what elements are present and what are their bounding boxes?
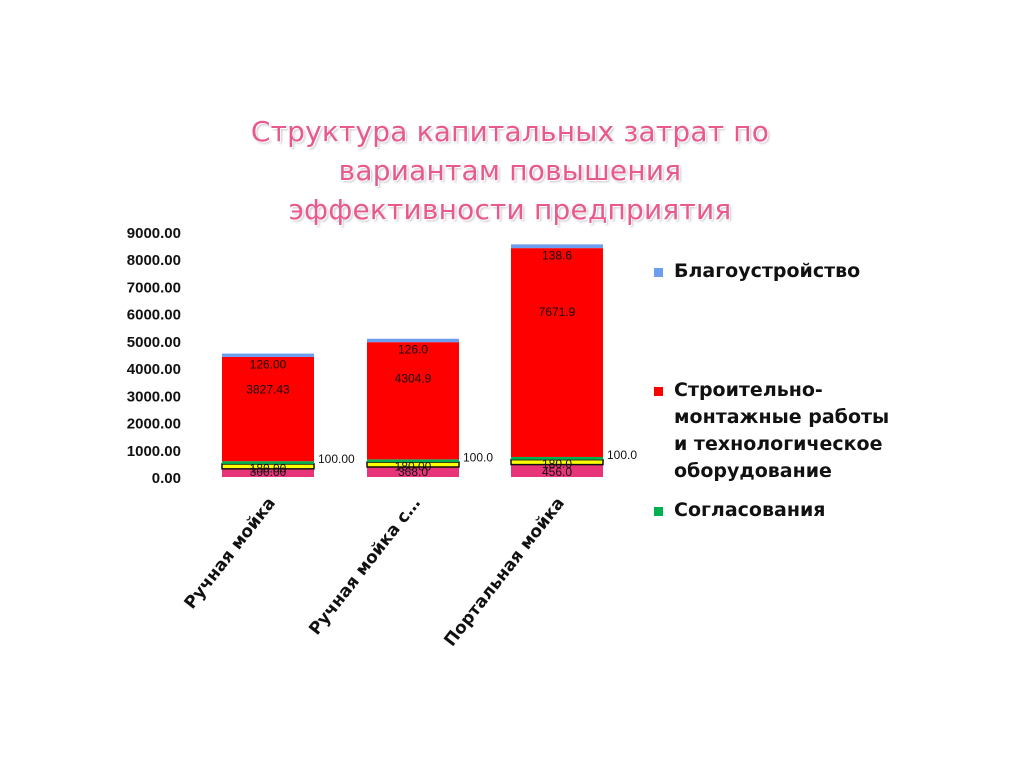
data-label-soglas: 100.0 bbox=[463, 450, 493, 464]
bar-segment-soglas bbox=[511, 456, 603, 460]
y-tick-label: 7000.00 bbox=[127, 279, 181, 296]
data-label-soglas: 100.00 bbox=[318, 452, 355, 466]
data-label-yellow: 180.00 bbox=[250, 461, 287, 475]
bar-segment-base bbox=[367, 466, 459, 477]
bar-segment-base bbox=[511, 464, 603, 477]
x-category-label: Портальная мойка bbox=[440, 494, 569, 651]
data-label-base: 456.0 bbox=[542, 465, 572, 479]
legend-swatch-smr bbox=[654, 387, 663, 396]
legend-swatch-soglas bbox=[654, 507, 663, 516]
bar-segment-blago bbox=[222, 353, 314, 358]
y-tick-label: 0.00 bbox=[152, 470, 181, 487]
y-tick-label: 5000.00 bbox=[127, 334, 181, 351]
bar-segment-smr bbox=[367, 342, 459, 460]
x-category-label: Ручная мойка bbox=[181, 494, 280, 613]
data-label-smr: 4304.9 bbox=[395, 371, 432, 385]
data-label-smr: 7671.9 bbox=[539, 305, 576, 319]
legend-swatch-blago bbox=[654, 268, 663, 277]
y-tick-label: 2000.00 bbox=[127, 416, 181, 433]
bar-segment-blago bbox=[367, 338, 459, 343]
y-tick-label: 4000.00 bbox=[127, 361, 181, 378]
legend-label-smr-line-1: Строительно- bbox=[674, 379, 823, 401]
x-axis: Ручная мойка Ручная мойка с… Портальная мо… bbox=[181, 494, 569, 651]
data-label-soglas: 100.0 bbox=[607, 448, 637, 462]
chart-title-line-2: вариантам повышения bbox=[338, 154, 682, 187]
bar-segment-base bbox=[222, 468, 314, 477]
bar-segment-blago bbox=[511, 244, 603, 249]
y-axis: 0.00 1000.00 2000.00 3000.00 4000.00 5000.00 6… bbox=[127, 225, 181, 487]
bar-segment-soglas bbox=[367, 459, 459, 463]
bars bbox=[221, 244, 604, 477]
data-label-smr: 3827.43 bbox=[246, 382, 290, 396]
chart-title-line-1: Структура капитальных затрат по bbox=[250, 115, 770, 148]
y-tick-label: 6000.00 bbox=[127, 307, 181, 324]
data-label-blago: 138.6 bbox=[542, 248, 572, 262]
y-tick-label: 1000.00 bbox=[127, 443, 181, 460]
y-tick-label: 9000.00 bbox=[127, 225, 181, 242]
legend-label-smr-line-2: монтажные работы bbox=[674, 406, 890, 428]
data-labels: 300.00180.00100.003827.43126.00368.0180.… bbox=[246, 248, 637, 479]
legend-label-smr-line-4: оборудование bbox=[674, 460, 832, 482]
data-label-blago: 126.0 bbox=[398, 343, 428, 357]
data-label-yellow: 180.0 bbox=[542, 457, 572, 471]
data-label-yellow: 180.00 bbox=[395, 460, 432, 474]
legend-label-soglas: Согласования bbox=[674, 499, 826, 521]
chart-title: Структура капитальных затрат по варианта… bbox=[200, 112, 820, 229]
chart-title-line-3: эффективности предприятия bbox=[288, 193, 732, 226]
bar-segment-smr bbox=[222, 357, 314, 462]
bar-segment-soglas bbox=[222, 461, 314, 464]
y-tick-label: 8000.00 bbox=[127, 252, 181, 269]
legend-label-smr-line-3: и технологическое bbox=[674, 433, 883, 455]
bar-segment-smr bbox=[511, 248, 603, 457]
x-category-label: Ручная мойка с… bbox=[305, 494, 425, 639]
data-label-base: 300.00 bbox=[250, 465, 287, 479]
data-label-blago: 126.00 bbox=[250, 358, 287, 372]
legend-label-blago: Благоустройство bbox=[674, 260, 861, 282]
y-tick-label: 3000.00 bbox=[127, 388, 181, 405]
data-label-base: 368.0 bbox=[398, 465, 428, 479]
